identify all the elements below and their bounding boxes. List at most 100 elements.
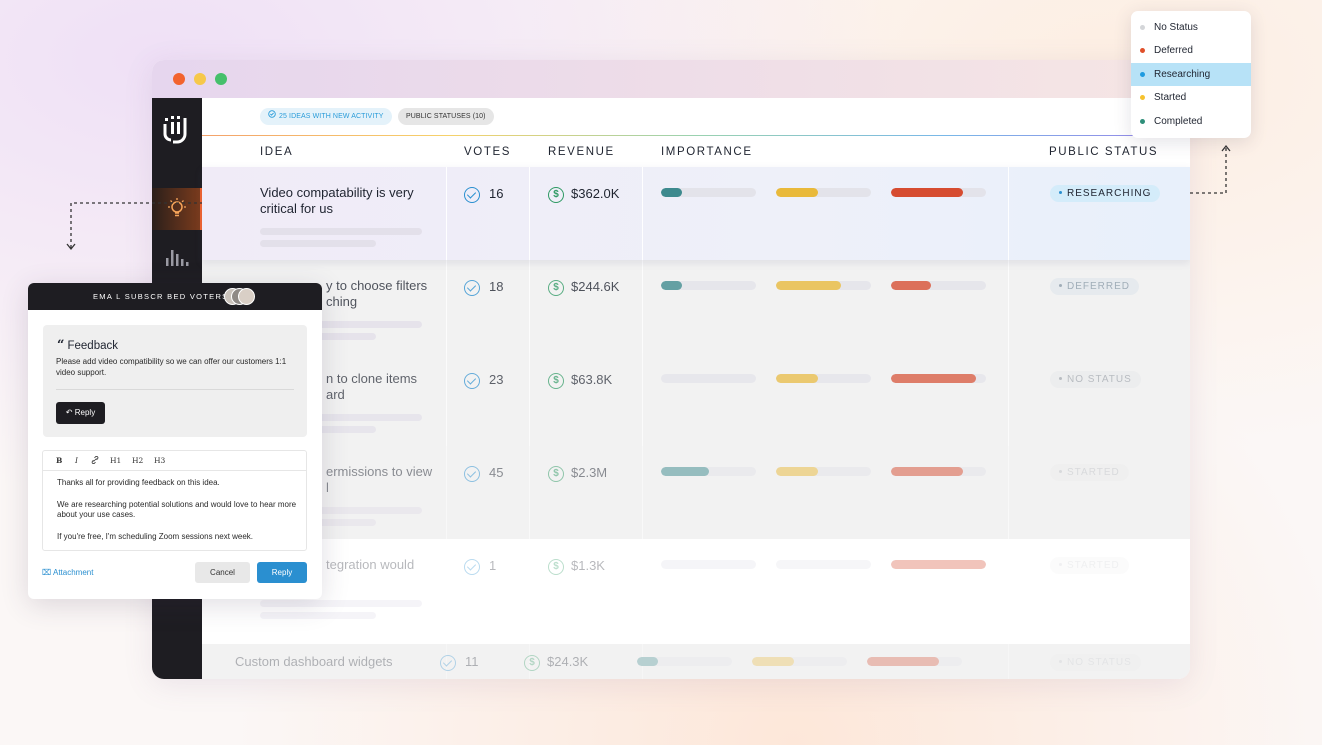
column-header-revenue[interactable]: REVENUE [548,146,615,158]
column-header-idea[interactable]: IDEA [260,146,294,158]
editor-text[interactable]: Thanks all for providing feedback on thi… [57,478,297,553]
vote-check-icon[interactable] [464,280,480,296]
column-divider [1008,167,1009,260]
status-option-deferred[interactable]: Deferred [1131,39,1251,62]
paperclip-icon: ⌧ [42,568,52,577]
vote-count: 23 [489,372,504,387]
status-option-started[interactable]: Started [1131,86,1251,109]
status-option-label: Deferred [1154,45,1193,57]
column-header-votes[interactable]: VOTES [464,146,511,158]
importance-bar [891,281,986,290]
reply-button[interactable]: ↶ Reply [56,402,105,424]
status-badge[interactable]: DEFERRED [1050,278,1140,295]
status-option-completed[interactable]: Completed [1131,110,1251,133]
maximize-window-button[interactable] [215,73,227,85]
importance-bar [661,560,756,569]
heading-1-button[interactable]: H1 [110,456,122,465]
heading-3-button[interactable]: H3 [154,456,166,465]
submit-reply-button[interactable]: Reply [257,562,307,583]
window-titlebar [152,60,1190,98]
idea-title[interactable]: n to clone items ard [326,371,418,402]
table-row[interactable]: tegration would 1 $ $1.3K STARTED [202,539,1190,644]
status-badge[interactable]: NO STATUS [1050,654,1141,671]
minimize-window-button[interactable] [194,73,206,85]
column-divider [529,353,530,446]
heading-2-button[interactable]: H2 [132,456,144,465]
table-row[interactable]: Custom dashboard widgets 11 $ $24.3K NO STAT… [202,644,1190,679]
link-icon[interactable] [91,451,99,471]
status-option-no-status[interactable]: No Status [1131,16,1251,39]
status-dot [1059,562,1062,566]
vote-check-icon[interactable] [464,466,480,482]
status-badge[interactable]: STARTED [1050,557,1129,574]
vote-check-icon[interactable] [464,559,480,575]
close-window-button[interactable] [173,73,185,85]
status-color-dot [1140,118,1145,124]
dollar-icon: $ [548,559,564,575]
table-row[interactable]: y to choose filters ching 18 $ $244.6K DEFER… [202,260,1190,353]
idea-description-placeholder [260,414,422,421]
status-option-label: Researching [1154,68,1211,80]
reply-arrow-icon: ↶ [65,408,73,417]
public-statuses-filter-chip[interactable]: Public statuses (10) [398,108,494,125]
reply-editor[interactable]: B I H1 H2 H3 Thanks all for providing fe… [42,450,307,551]
column-divider [642,167,643,260]
vote-count: 1 [489,558,497,573]
status-badge[interactable]: STARTED [1050,464,1129,481]
status-option-researching[interactable]: Researching [1131,62,1251,87]
importance-bar [661,188,756,197]
importance-bar [776,281,871,290]
email-subscribed-voters-label[interactable]: EMA L SUBSCR BED VOTERS [93,292,229,301]
sidebar-item-analytics[interactable] [164,244,190,273]
importance-bar [776,374,871,383]
dollar-icon: $ [548,280,564,296]
vote-check-icon[interactable] [464,373,480,389]
vote-check-icon[interactable] [440,655,456,671]
new-activity-filter-chip[interactable]: 25 ideas with new activity [260,108,392,125]
status-label: NO STATUS [1067,374,1132,385]
importance-bar-fill [637,657,658,666]
status-option-label: Completed [1154,115,1203,127]
voter-avatars[interactable] [224,288,264,305]
idea-title[interactable]: Video compatability is very critical for… [260,185,414,216]
importance-bar [867,657,962,666]
column-divider [446,539,447,644]
new-activity-label: 25 ideas with new activity [279,113,384,120]
revenue-value: $24.3K [547,654,589,669]
app-logo-icon[interactable] [162,114,192,150]
status-color-dot [1140,71,1145,77]
bold-button[interactable]: B [56,456,63,465]
table-row[interactable]: n to clone items ard 23 $ $63.8K NO STATUS [202,353,1190,446]
idea-title[interactable]: Custom dashboard widgets [235,654,393,669]
column-header-importance[interactable]: IMPORTANCE [661,146,753,158]
idea-title[interactable]: ermissions to view l [326,464,433,495]
column-header-public-status[interactable]: PUBLIC STATUS [1049,146,1159,158]
importance-bar-fill [891,188,964,197]
idea-title[interactable]: tegration would [326,557,415,572]
dollar-icon: $ [524,655,540,671]
ideas-board: 25 ideas with new activity Public status… [202,98,1190,679]
column-divider [446,353,447,446]
vote-check-icon[interactable] [464,187,480,203]
italic-button[interactable]: I [75,456,78,465]
cancel-button[interactable]: Cancel [195,562,250,583]
attachment-link[interactable]: ⌧ Attachment [42,568,93,577]
sidebar-item-ideas[interactable] [152,188,202,230]
status-badge[interactable]: NO STATUS [1050,371,1141,388]
table-row[interactable]: ermissions to view l 45 $ $2.3M STARTED [202,446,1190,539]
vote-count: 45 [489,465,504,480]
feedback-title-text: Feedback [67,340,118,352]
idea-title[interactable]: y to choose filters ching [326,278,428,309]
table-row[interactable]: Video compatability is very critical for… [202,167,1190,260]
idea-description-placeholder [260,228,422,235]
idea-description-placeholder [260,240,376,247]
importance-bar [776,560,871,569]
status-badge[interactable]: RESEARCHING [1050,185,1161,202]
importance-bar-fill [891,467,964,476]
reply-button-label: Reply [74,408,96,417]
editor-paragraph: Thanks all for providing feedback on thi… [57,478,220,487]
status-dropdown-menu: No Status Deferred Researching Started Compl… [1131,11,1251,138]
header-divider [202,135,1190,136]
attachment-label: Attachment [53,568,94,577]
status-label: NO STATUS [1067,657,1132,668]
